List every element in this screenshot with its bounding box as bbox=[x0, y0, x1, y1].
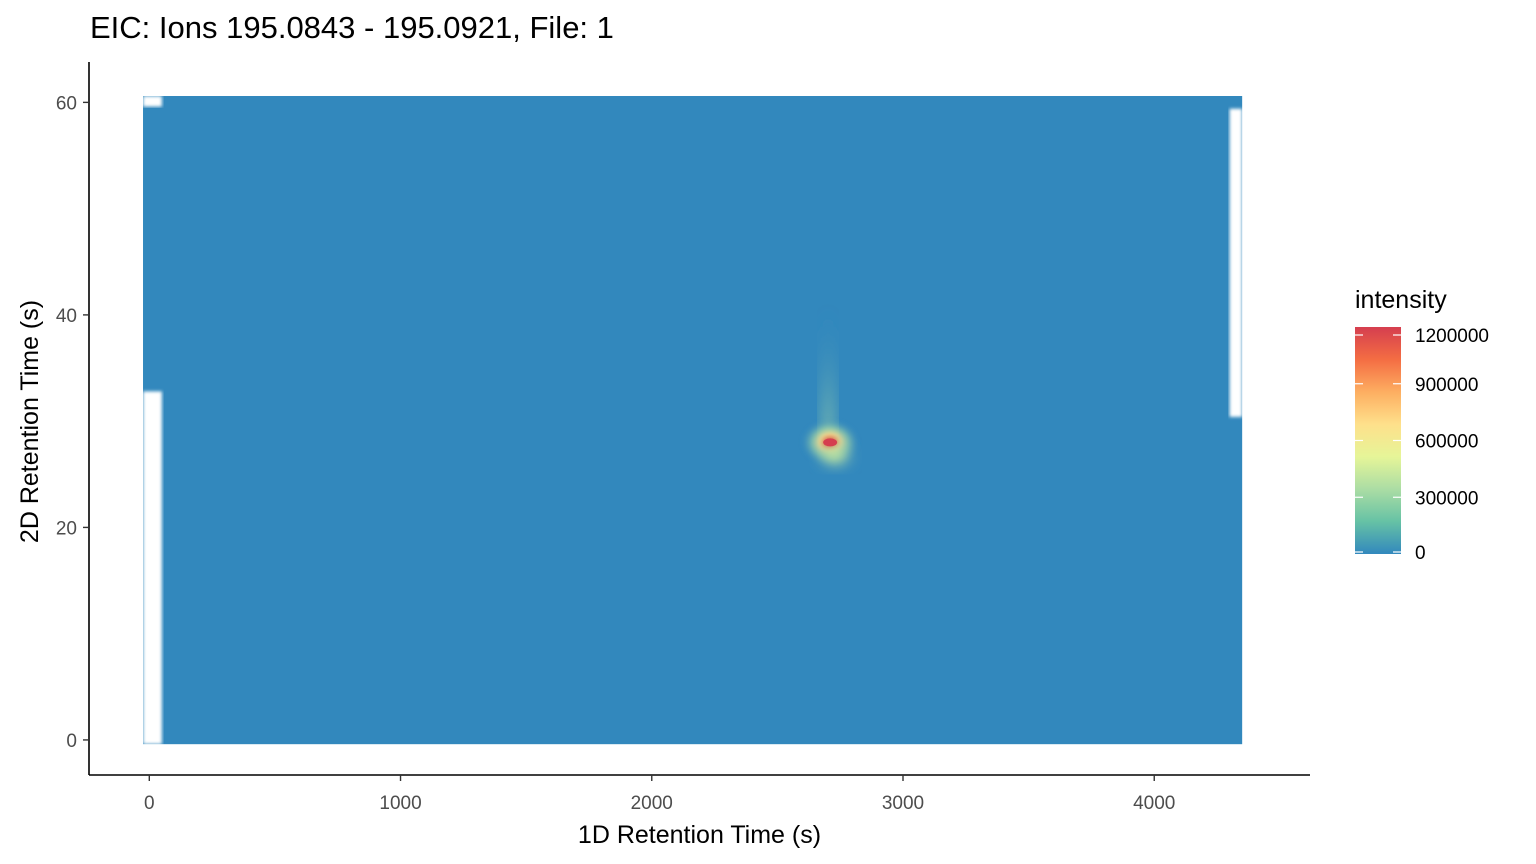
x-tick-label: 3000 bbox=[882, 793, 924, 814]
axes: 0 1000 2000 3000 4000 0 20 40 60 1D Retention Tim… bbox=[16, 62, 1310, 849]
missing-region-1 bbox=[143, 96, 162, 107]
legend-title: intensity bbox=[1355, 286, 1447, 314]
legend-label: 300000 bbox=[1415, 488, 1478, 509]
y-tick-label: 20 bbox=[56, 518, 77, 539]
legend-label: 600000 bbox=[1415, 432, 1478, 453]
missing-region-2 bbox=[1229, 108, 1243, 417]
x-axis-title: 1D Retention Time (s) bbox=[578, 821, 821, 849]
x-tick-label: 0 bbox=[144, 793, 155, 814]
legend: intensity 0 300000 600000 900000 1200000 bbox=[1355, 286, 1489, 564]
legend-label: 900000 bbox=[1415, 375, 1478, 396]
heatmap-field bbox=[143, 96, 1243, 745]
peak-core bbox=[823, 438, 838, 447]
legend-label: 1200000 bbox=[1415, 326, 1489, 347]
y-tick-label: 60 bbox=[56, 93, 77, 114]
plot-panel bbox=[143, 96, 1243, 745]
x-tick-label: 4000 bbox=[1133, 793, 1175, 814]
chart-title: EIC: Ions 195.0843 - 195.0921, File: 1 bbox=[90, 10, 614, 45]
peak-1 bbox=[813, 439, 858, 472]
y-tick-label: 40 bbox=[56, 306, 77, 327]
y-axis-title: 2D Retention Time (s) bbox=[16, 300, 44, 543]
x-tick-label: 2000 bbox=[631, 793, 673, 814]
missing-region-0 bbox=[143, 391, 162, 745]
legend-label: 0 bbox=[1415, 543, 1426, 564]
x-tick-label: 1000 bbox=[379, 793, 421, 814]
y-tick-label: 0 bbox=[66, 731, 77, 752]
